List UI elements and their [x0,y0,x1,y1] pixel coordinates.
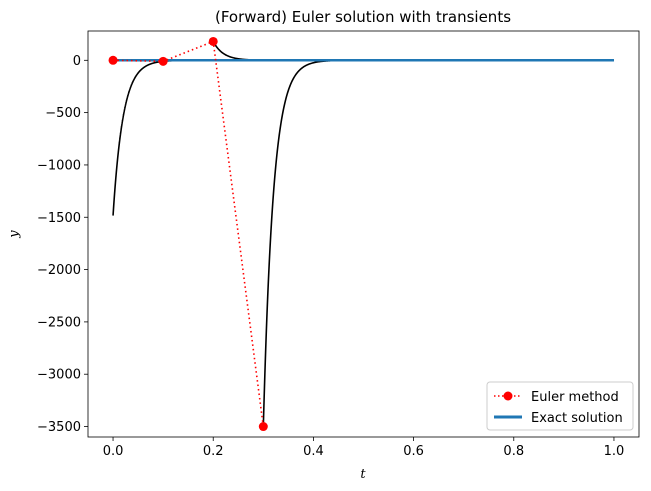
y-tick-label: 0 [73,54,81,69]
x-tick-label: 1.0 [604,444,625,459]
x-axis-label: t [360,467,366,482]
legend-exact-label: Exact solution [531,411,623,426]
y-axis-label: y [7,230,22,239]
euler-point [208,36,218,46]
y-tick-label: −3000 [37,368,81,383]
x-tick-label: 0.6 [403,444,424,459]
x-tick-label: 0.4 [303,444,324,459]
transient-curve [112,60,164,216]
x-tick-label: 0.0 [103,444,124,459]
y-axis: 0 −500 −1000 −1500 −2000 −2500 −3000 −3500 [37,54,88,435]
y-tick-label: −1000 [37,158,81,173]
legend-euler-label: Euler method [531,390,619,405]
x-axis: 0.0 0.2 0.4 0.6 0.8 1.0 [103,437,625,459]
plot-area [108,36,614,432]
euler-point [158,56,168,66]
legend: Euler method Exact solution [486,381,634,431]
legend-box [486,381,634,431]
series-layer [108,36,614,432]
y-tick-label: −2500 [37,315,81,330]
y-tick-label: −2000 [37,263,81,278]
y-tick-label: −500 [45,106,81,121]
chart-title: (Forward) Euler solution with transients [215,8,511,26]
y-tick-label: −3500 [37,420,81,435]
x-tick-label: 0.8 [503,444,524,459]
x-tick-label: 0.2 [203,444,224,459]
euler-point [258,422,268,432]
euler-point [108,55,118,65]
euler-method-line [113,40,265,427]
y-tick-label: −1500 [37,211,81,226]
legend-euler-marker [503,391,513,401]
plot-frame [87,30,640,438]
